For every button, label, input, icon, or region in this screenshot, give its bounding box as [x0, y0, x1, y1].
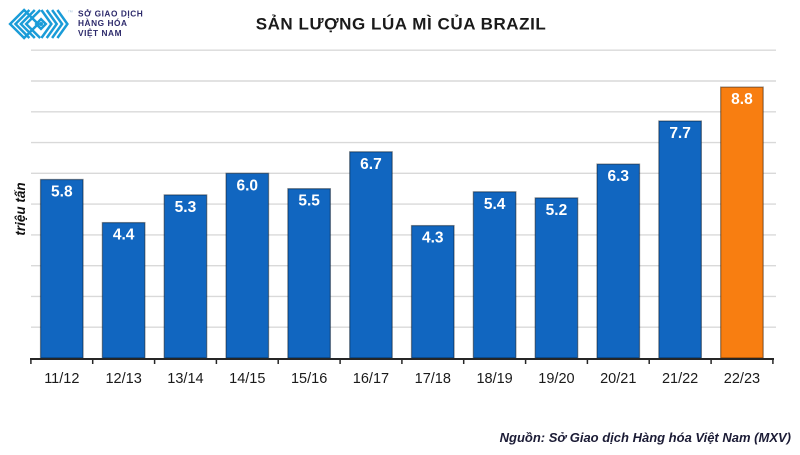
- svg-text:12/13: 12/13: [105, 371, 141, 387]
- svg-text:11/12: 11/12: [44, 371, 79, 387]
- svg-text:4.3: 4.3: [422, 230, 444, 247]
- svg-text:5.3: 5.3: [175, 199, 197, 216]
- svg-text:SỞ GIAO DỊCH: SỞ GIAO DỊCH: [78, 8, 143, 19]
- svg-text:SẢN LƯỢNG LÚA MÌ CỦA BRAZIL: SẢN LƯỢNG LÚA MÌ CỦA BRAZIL: [256, 15, 547, 34]
- svg-text:triệu tấn: triệu tấn: [13, 182, 28, 235]
- svg-text:6.7: 6.7: [360, 156, 382, 173]
- svg-text:HÀNG HÓA: HÀNG HÓA: [78, 17, 128, 28]
- svg-text:22/23: 22/23: [724, 371, 760, 387]
- svg-text:Nguồn: Sở Giao dịch Hàng hóa V: Nguồn: Sở Giao dịch Hàng hóa Việt Nam (M…: [500, 430, 791, 445]
- svg-text:14/15: 14/15: [229, 371, 265, 387]
- svg-text:13/14: 13/14: [167, 371, 203, 387]
- svg-text:5.8: 5.8: [51, 184, 73, 201]
- svg-text:20/21: 20/21: [600, 371, 636, 387]
- svg-text:18/19: 18/19: [476, 371, 512, 387]
- svg-text:17/18: 17/18: [415, 371, 451, 387]
- svg-text:6.0: 6.0: [237, 177, 259, 194]
- svg-text:5.2: 5.2: [546, 202, 568, 219]
- svg-text:16/17: 16/17: [353, 371, 389, 387]
- svg-text:7.7: 7.7: [669, 125, 691, 142]
- svg-text:19/20: 19/20: [538, 371, 574, 387]
- svg-text:15/16: 15/16: [291, 371, 327, 387]
- svg-text:6.3: 6.3: [607, 168, 629, 185]
- svg-text:5.5: 5.5: [298, 193, 320, 210]
- svg-text:21/22: 21/22: [662, 371, 698, 387]
- svg-text:4.4: 4.4: [113, 227, 135, 244]
- svg-text:8.8: 8.8: [731, 91, 753, 108]
- svg-text:5.4: 5.4: [484, 196, 506, 213]
- svg-text:™: ™: [68, 10, 74, 16]
- svg-text:VIỆT NAM: VIỆT NAM: [78, 27, 122, 38]
